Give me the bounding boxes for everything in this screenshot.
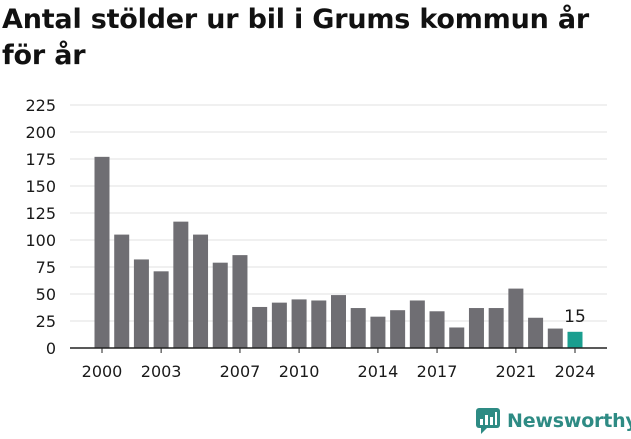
data-label-highlight: 15 [564,307,586,327]
bar-2016 [409,300,425,348]
x-tick-label: 2021 [496,362,537,381]
y-tick-label: 75 [36,258,56,277]
x-tick-label: 2003 [141,362,182,381]
y-tick-label: 25 [36,312,56,331]
y-tick-label: 100 [25,231,56,250]
x-tick-label: 2000 [82,362,123,381]
bar-2001 [114,234,130,348]
bar-2009 [271,302,287,348]
bar-2018 [449,327,465,348]
bar-2000 [94,156,110,348]
bar-2012 [331,295,346,348]
bar-2002 [133,259,149,348]
bar-2010 [291,299,307,348]
bar-2023 [547,328,563,348]
x-tick-label: 2014 [358,362,399,381]
x-tick-label: 2010 [279,362,320,381]
bar-2024 [567,331,583,348]
bar-2019 [468,308,484,348]
logo-text: Newsworthy [507,410,631,432]
x-tick-label: 2007 [220,362,261,381]
bar-2014 [370,316,386,348]
bar-2007 [232,255,248,348]
bar-2003 [153,271,169,348]
y-tick-label: 0 [46,339,56,358]
bar-2021 [508,288,524,348]
y-tick-label: 50 [36,285,56,304]
bar-2013 [350,308,366,348]
y-tick-label: 225 [25,96,56,115]
bar-2022 [528,317,544,348]
bar-2008 [252,306,268,348]
bar-2004 [173,221,189,348]
bar-2011 [311,300,327,348]
newsworthy-logo: Newsworthy [475,406,631,436]
bar-2005 [193,234,209,348]
y-tick-label: 125 [25,204,56,223]
x-tick-label: 2017 [417,362,458,381]
bar-2015 [390,310,406,348]
chart-title: Antal stölder ur bil i Grums kommun år f… [2,4,589,71]
newsworthy-chart-icon [476,408,500,434]
y-tick-label: 150 [25,177,56,196]
y-tick-label: 200 [25,123,56,142]
x-tick-label: 2024 [555,362,596,381]
bar-2017 [429,311,445,348]
bar-2006 [212,262,228,348]
y-tick-label: 175 [25,150,56,169]
bar-2020 [488,308,504,348]
